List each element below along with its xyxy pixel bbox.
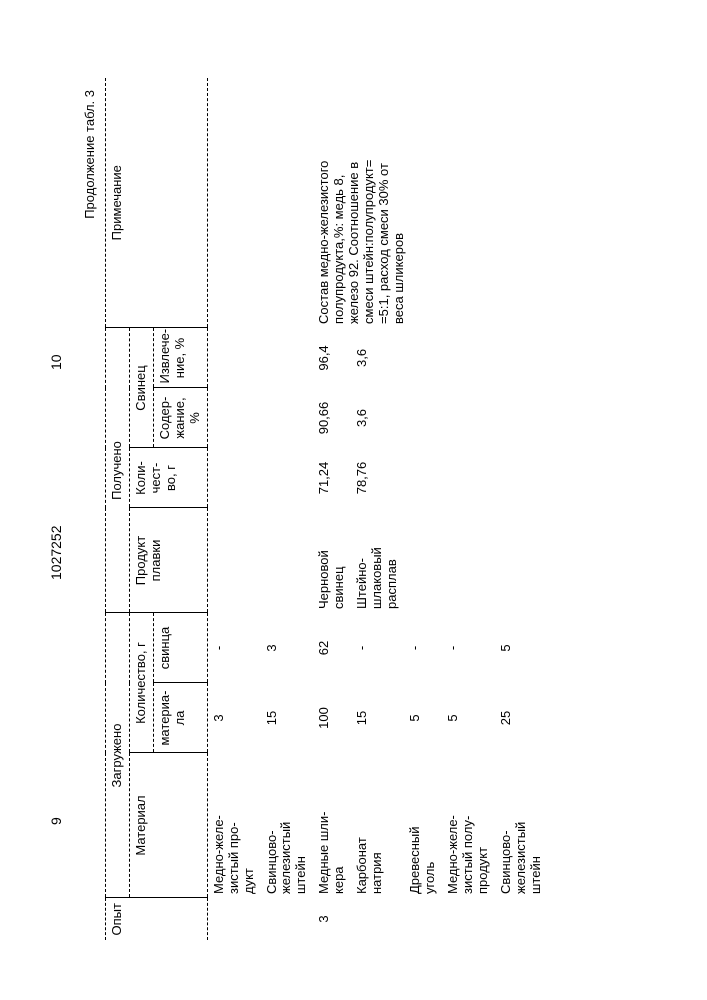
cell-qsv: - — [351, 613, 404, 683]
cell-qmat: 25 — [495, 683, 548, 753]
th-kol-g: Количество, г — [129, 613, 153, 753]
cell-qg: 78,76 — [351, 448, 404, 508]
page-num-right: 10 — [48, 354, 64, 370]
cell-qsv: - — [404, 613, 442, 683]
th-svinca: свинца — [153, 613, 207, 683]
cell-izv: 3,6 — [351, 328, 404, 388]
cell-qmat: 5 — [442, 683, 495, 753]
cell-qmat: 5 — [404, 683, 442, 753]
cell-opyt: 3 — [313, 898, 547, 940]
cell-qmat: 3 — [207, 683, 260, 753]
page-header-numbers: 9 1027252 10 — [48, 0, 68, 1000]
page-num-left: 9 — [48, 817, 64, 825]
cell-mat: Медные шли- кера — [313, 753, 351, 898]
cell-mat: Медно-желе- зистый про- дукт — [207, 753, 260, 898]
cell-qsv: 3 — [261, 613, 314, 683]
cell-qmat: 100 — [313, 683, 351, 753]
th-svinec: Свинец — [129, 328, 153, 448]
th-material: Материал — [129, 753, 207, 898]
cell-qg: 71,24 — [313, 448, 351, 508]
th-zagruzheno: Загружено — [106, 613, 130, 898]
cell-mat: Свинцово- железистый штейн — [495, 753, 548, 898]
cell-sod: 90,66 — [313, 388, 351, 448]
cell-mat: Свинцово- железистый штейн — [261, 753, 314, 898]
doc-number: 1027252 — [48, 525, 64, 580]
cell-qmat: 15 — [261, 683, 314, 753]
cell-prod: Штейно- шлаковый расплав — [351, 508, 404, 613]
cell-note: Состав медно-железистого полупродукта,%:… — [313, 78, 547, 328]
cell-mat: Карбонат натрия — [351, 753, 404, 898]
cell-qsv: 5 — [495, 613, 548, 683]
th-materiala: материа- ла — [153, 683, 207, 753]
cell-qsv: - — [442, 613, 495, 683]
cell-mat: Медно-желе- зистый полу- продукт — [442, 753, 495, 898]
th-opyt: Опыт — [106, 898, 208, 940]
cell-qmat: 15 — [351, 683, 404, 753]
data-table: Опыт Загружено Получено Примечание Матер… — [105, 78, 548, 940]
cell-qsv: - — [207, 613, 260, 683]
cell-prod: Черновой свинец — [313, 508, 351, 613]
cell-sod: 3,6 — [351, 388, 404, 448]
th-prod: Продукт плавки — [129, 508, 207, 613]
cell-izv: 96,4 — [313, 328, 351, 388]
th-primechanie: Примечание — [106, 78, 208, 328]
cell-qsv: 62 — [313, 613, 351, 683]
th-qg: Коли- чест- во, г — [129, 448, 207, 508]
th-izv: Извлече- ние, % — [153, 328, 207, 388]
th-polucheno: Получено — [106, 328, 130, 613]
table-row: Медно-желе- зистый про- дукт 3 - — [207, 78, 260, 940]
table-caption: Продолжение табл. 3 — [82, 90, 97, 219]
table-row: 3 Медные шли- кера 100 62 Черновой свине… — [313, 78, 351, 940]
th-sod: Содер- жание, % — [153, 388, 207, 448]
table-row: Свинцово- железистый штейн 15 3 — [261, 78, 314, 940]
cell-mat: Древесный уголь — [404, 753, 442, 898]
